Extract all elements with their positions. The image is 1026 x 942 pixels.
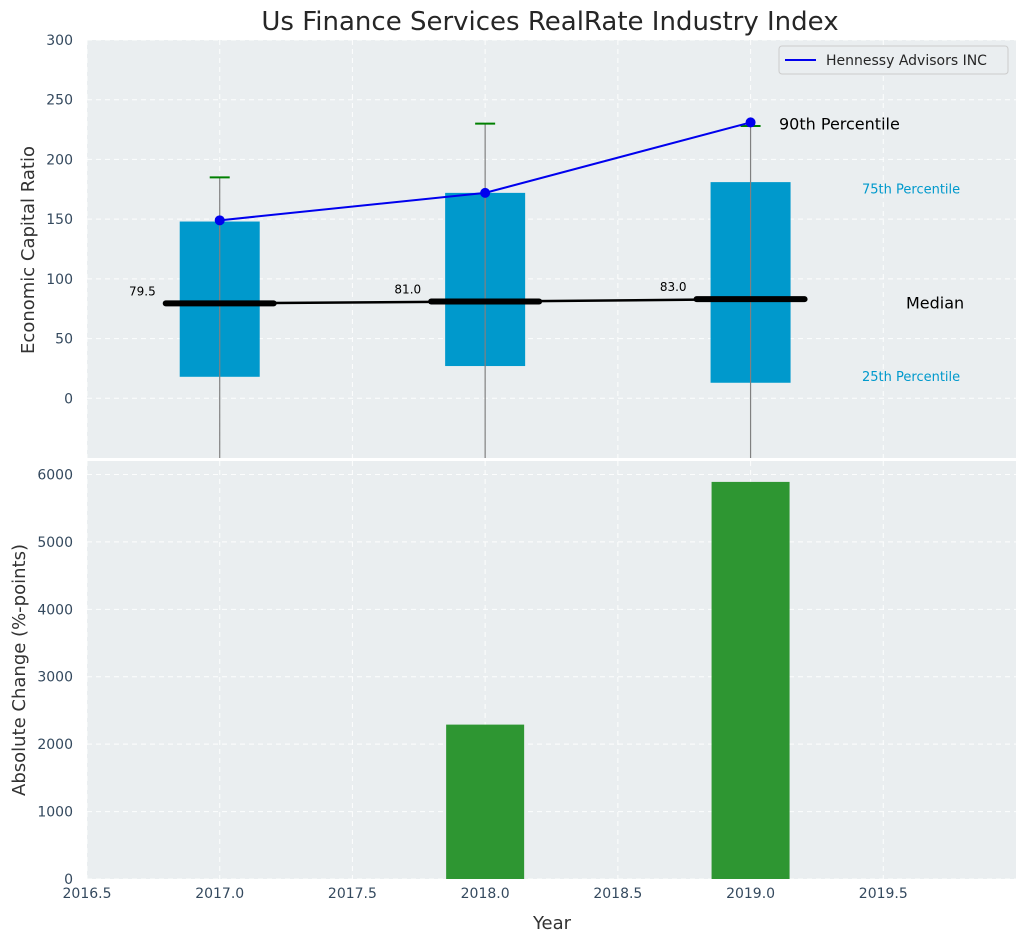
x-tick-label: 2019.0 xyxy=(726,886,775,902)
bottom-grid xyxy=(86,461,1016,880)
bottom-y-tick-label: 2000 xyxy=(37,737,73,753)
legend: Hennessy Advisors INC xyxy=(778,45,1009,75)
bottom-y-tick-label: 4000 xyxy=(37,602,73,618)
bottom-y-tick-label: 3000 xyxy=(37,670,73,686)
top-y-axis-label: Economic Capital Ratio xyxy=(18,146,39,354)
box-plot-group: 79.5 81.0 83.0 xyxy=(129,122,808,458)
bar xyxy=(446,724,525,879)
median-value-label: 81.0 xyxy=(394,283,421,297)
percentile-annotations: 90th Percentile 75th Percentile Median 25th… xyxy=(779,115,964,385)
series-point xyxy=(745,117,756,128)
x-tick-label: 2017.0 xyxy=(195,886,244,902)
x-tick-label: 2018.0 xyxy=(461,886,510,902)
x-tick-label: 2018.5 xyxy=(593,886,642,902)
top-y-ticks: 0 50 100 150 200 250 300 xyxy=(46,33,73,407)
x-ticks: 2016.5 2017.0 2017.5 2018.0 2018.5 2019.0 2019… xyxy=(63,886,908,902)
bottom-y-ticks: 0 1000 2000 3000 4000 5000 6000 xyxy=(37,467,73,888)
bottom-y-tick-label: 1000 xyxy=(37,805,73,821)
legend-label: Hennessy Advisors INC xyxy=(826,53,987,69)
chart-title: Us Finance Services RealRate Industry In… xyxy=(261,7,838,37)
top-y-tick-label: 300 xyxy=(46,33,73,49)
bottom-y-tick-label: 6000 xyxy=(37,467,73,483)
annotation-75th: 75th Percentile xyxy=(862,182,960,197)
bottom-y-tick-label: 5000 xyxy=(37,535,73,551)
x-tick-label: 2017.5 xyxy=(328,886,377,902)
top-y-tick-label: 50 xyxy=(55,332,73,348)
annotation-median: Median xyxy=(906,294,964,313)
bar-group xyxy=(446,481,790,879)
median-value-label: 79.5 xyxy=(129,284,156,298)
series-point xyxy=(480,187,491,198)
top-y-tick-label: 150 xyxy=(46,212,73,228)
bar xyxy=(711,481,790,879)
top-y-tick-label: 200 xyxy=(46,152,73,168)
top-y-tick-label: 100 xyxy=(46,272,73,288)
series-point xyxy=(214,215,225,226)
x-tick-label: 2016.5 xyxy=(63,886,112,902)
annotation-25th: 25th Percentile xyxy=(862,370,960,385)
top-y-tick-label: 250 xyxy=(46,93,73,109)
median-value-label: 83.0 xyxy=(660,280,687,294)
legend-box xyxy=(778,45,1009,75)
bottom-plot-area xyxy=(87,461,1016,879)
annotation-90th: 90th Percentile xyxy=(779,115,900,134)
x-tick-label: 2019.5 xyxy=(859,886,908,902)
median-trend-line xyxy=(219,297,751,305)
top-y-tick-label: 0 xyxy=(64,391,73,407)
bottom-y-tick-label: 0 xyxy=(64,872,73,888)
hennessy-series xyxy=(214,117,756,226)
x-axis-label: Year xyxy=(532,913,572,934)
bottom-y-axis-label: Absolute Change (%-points) xyxy=(9,544,30,796)
